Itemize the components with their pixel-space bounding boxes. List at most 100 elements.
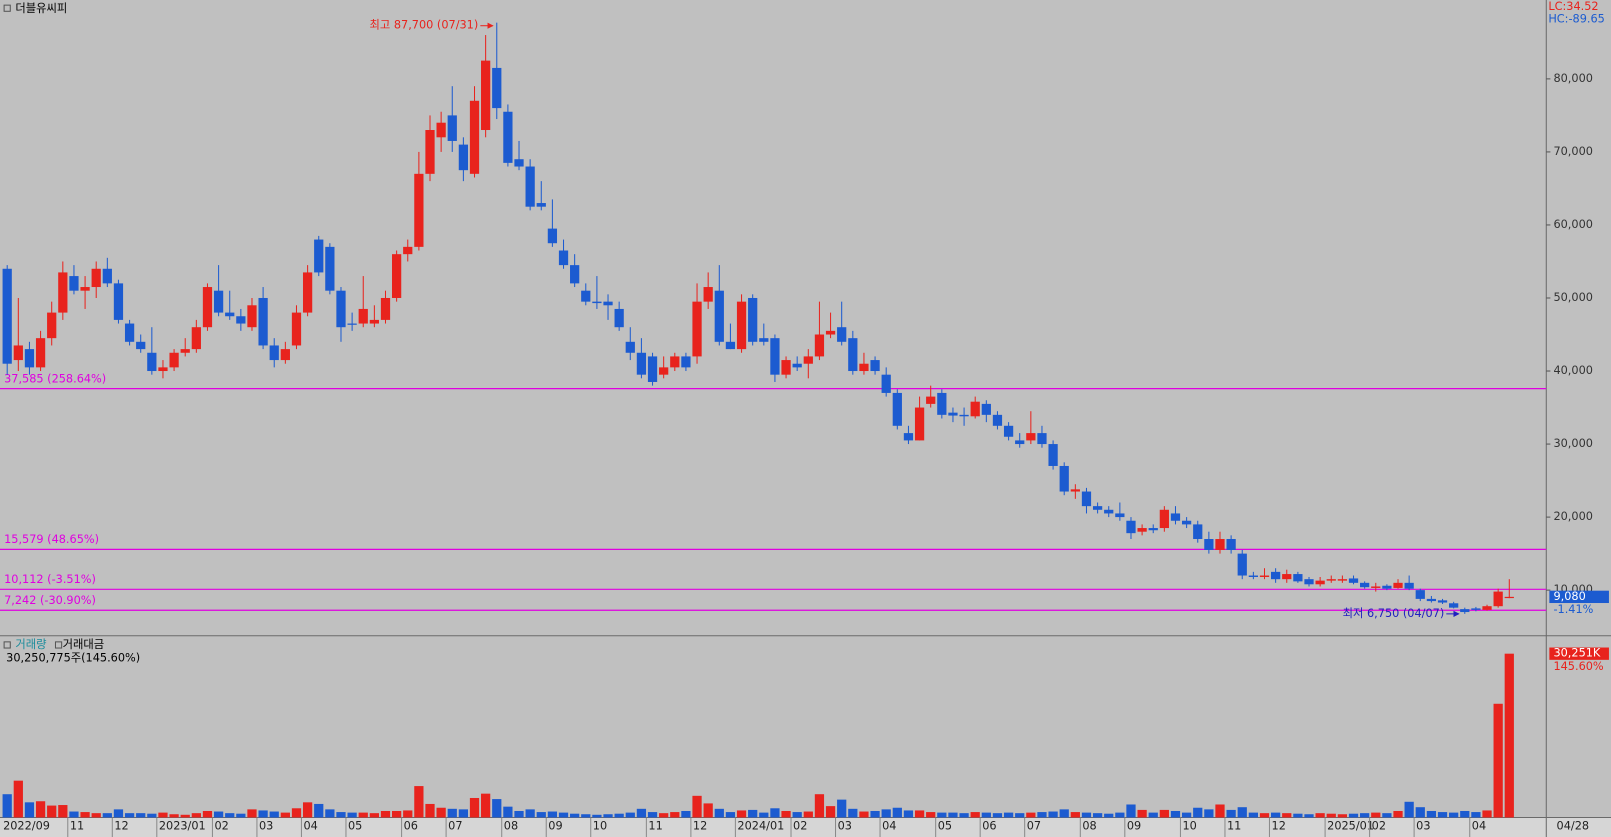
candle-body xyxy=(1148,528,1158,531)
candle-body xyxy=(13,345,23,361)
volume-title[interactable]: 거래량 xyxy=(15,638,46,651)
candle-body xyxy=(1449,603,1459,608)
menu-icon[interactable] xyxy=(3,4,11,12)
volume-bar xyxy=(1471,812,1481,818)
candle-body xyxy=(425,130,435,174)
x-tick-label: 02 xyxy=(214,820,228,833)
candle-body xyxy=(1337,579,1348,581)
candle-body xyxy=(1471,608,1481,610)
stock-title: 더블유씨피 xyxy=(15,2,67,15)
volume-bar xyxy=(80,812,90,818)
candle-body xyxy=(291,312,302,346)
candle-body xyxy=(1003,425,1014,437)
volume-info: 30,250,775주(145.60%) xyxy=(6,651,140,664)
volume-bar xyxy=(24,802,35,818)
volume-bar xyxy=(1449,812,1459,818)
candle-body xyxy=(325,246,335,291)
volume-bar xyxy=(681,810,691,818)
candle-body xyxy=(859,363,869,372)
volume-bar xyxy=(647,812,658,818)
volume-bar xyxy=(592,814,602,818)
candle-body xyxy=(1059,465,1069,492)
candle-body xyxy=(147,352,157,372)
candle-body xyxy=(258,297,268,346)
candle-body xyxy=(1226,539,1236,550)
x-tick-label: 06 xyxy=(404,820,418,833)
x-tick-label: 03 xyxy=(838,820,852,833)
candle-body xyxy=(625,341,635,353)
amount-title[interactable]: 거래대금 xyxy=(63,638,105,651)
volume-bar xyxy=(603,814,613,818)
x-tick-label: 2023/01 xyxy=(159,820,206,833)
candle-body xyxy=(1360,582,1370,588)
volume-bar xyxy=(258,810,268,818)
candle-body xyxy=(336,290,346,328)
candle-body xyxy=(1326,579,1336,581)
x-tick-label: 04 xyxy=(304,820,318,833)
volume-bar xyxy=(1304,814,1314,818)
candle-body xyxy=(414,173,424,247)
candle-body xyxy=(848,338,858,372)
candle-body xyxy=(314,239,324,273)
volume-bar xyxy=(1348,813,1359,818)
volume-bar xyxy=(358,812,368,818)
volume-bar xyxy=(1092,813,1103,818)
volume-bar xyxy=(659,813,669,818)
volume-bar xyxy=(1193,807,1203,818)
volume-bar xyxy=(1215,804,1225,818)
candle-body xyxy=(814,334,825,357)
high-arrow-head xyxy=(487,22,494,29)
candle-body xyxy=(358,308,368,324)
last-volume-change: 145.60% xyxy=(1553,660,1603,673)
candle-body xyxy=(781,360,791,375)
candle-body xyxy=(1193,524,1203,540)
volume-bar xyxy=(1371,812,1381,818)
menu-icon[interactable] xyxy=(54,641,63,649)
x-tick-label: 07 xyxy=(1027,820,1041,833)
volume-bar xyxy=(759,812,769,818)
candle-body xyxy=(670,356,680,368)
low-note: 최저 6,750 (04/07) xyxy=(1343,607,1445,620)
candle-body xyxy=(1237,553,1247,576)
candle-body xyxy=(959,414,969,417)
candle-body xyxy=(369,319,379,324)
volume-bar xyxy=(636,808,647,818)
last-volume: 30,251K xyxy=(1553,647,1600,660)
candle-body xyxy=(124,323,135,342)
candle-body xyxy=(1504,596,1514,599)
candle-body xyxy=(558,250,569,266)
candle-body xyxy=(992,414,1003,426)
volume-bar xyxy=(881,809,891,818)
volume-bar xyxy=(1059,809,1069,818)
candle-body xyxy=(191,327,201,350)
volume-bar xyxy=(703,803,713,818)
volume-bar xyxy=(948,812,958,818)
candle-body xyxy=(570,265,580,284)
candle-body xyxy=(1293,574,1303,582)
y-tick-label: 50,000 xyxy=(1553,291,1592,304)
volume-bar xyxy=(58,805,68,818)
candle-body xyxy=(392,254,402,298)
x-tick-label: 02 xyxy=(1372,820,1386,833)
candle-body xyxy=(436,122,446,138)
candle-body xyxy=(725,341,736,350)
level-label: 10,112 (-3.51%) xyxy=(4,573,96,586)
volume-bar xyxy=(1382,813,1392,818)
volume-bar xyxy=(859,811,869,818)
volume-bar xyxy=(458,809,469,818)
candle-body xyxy=(1026,433,1036,441)
menu-icon[interactable] xyxy=(3,641,11,649)
candle-body xyxy=(1348,578,1359,583)
volume-bar xyxy=(1137,809,1147,818)
candle-body xyxy=(1271,571,1281,580)
volume-bar xyxy=(1048,811,1058,818)
candle-body xyxy=(302,272,313,313)
volume-bar xyxy=(514,810,524,818)
volume-bar xyxy=(1504,653,1514,818)
candle-body xyxy=(1215,539,1225,550)
candle-body xyxy=(1070,489,1080,492)
volume-bar xyxy=(180,814,190,818)
candle-body xyxy=(1204,539,1214,550)
candle-body xyxy=(35,338,46,368)
